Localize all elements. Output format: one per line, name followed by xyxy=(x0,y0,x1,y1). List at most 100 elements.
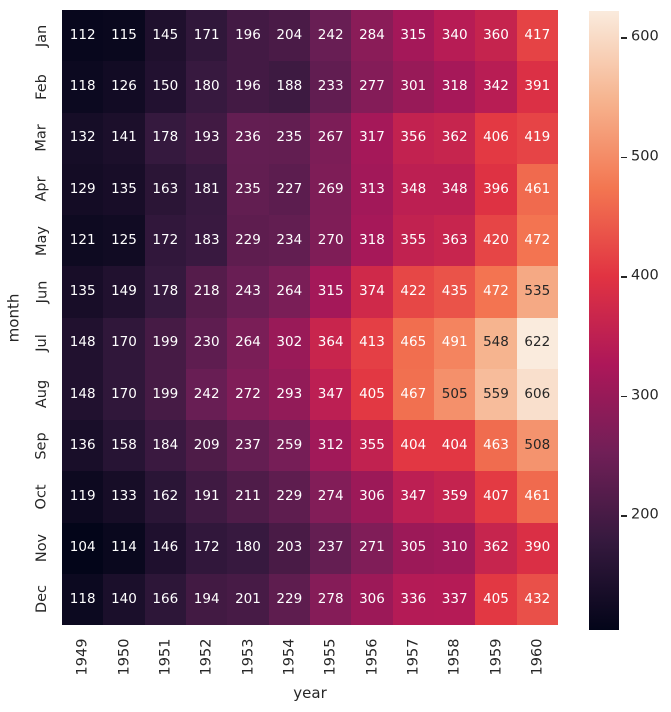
x-tick-label-text: 1953 xyxy=(239,638,256,676)
heatmap-cell: 391 xyxy=(516,61,558,113)
heatmap-cell: 264 xyxy=(268,266,310,318)
heatmap-cell: 227 xyxy=(268,163,310,215)
y-axis-label-text: month xyxy=(4,293,22,342)
x-tick-label: 1954 xyxy=(269,629,310,685)
heatmap-cell: 340 xyxy=(433,10,476,62)
heatmap-cell: 233 xyxy=(309,61,352,113)
heatmap-cell: 181 xyxy=(185,163,228,215)
x-tick-label-text: 1951 xyxy=(157,638,174,676)
colorbar-tick-mark xyxy=(621,276,627,278)
y-tick-label: Oct xyxy=(28,471,56,522)
colorbar-tick-mark xyxy=(621,156,627,159)
heatmap-cell: 363 xyxy=(433,215,476,267)
heatmap-cell: 112 xyxy=(62,10,104,62)
colorbar: 200 300 400 500 600 xyxy=(589,11,671,630)
heatmap-cell: 184 xyxy=(144,420,186,472)
heatmap-cell: 180 xyxy=(227,522,269,574)
heatmap-cell: 278 xyxy=(309,573,352,625)
heatmap-cell: 472 xyxy=(475,266,517,318)
heatmap-cell: 146 xyxy=(144,522,186,574)
heatmap-cell: 235 xyxy=(268,112,310,164)
x-tick-label: 1957 xyxy=(393,629,434,685)
heatmap-cell: 472 xyxy=(516,215,558,267)
heatmap-cell: 118 xyxy=(62,573,104,625)
x-tick-label: 1950 xyxy=(103,629,144,685)
y-tick-label: Feb xyxy=(28,61,56,112)
x-tick-label: 1955 xyxy=(310,629,351,685)
heatmap-cell: 315 xyxy=(309,266,352,318)
heatmap-cell: 407 xyxy=(475,471,517,523)
heatmap-cell: 135 xyxy=(62,266,104,318)
colorbar-tick-label: 400 xyxy=(631,267,659,284)
heatmap-cell: 317 xyxy=(351,112,393,164)
heatmap-cell: 115 xyxy=(103,10,145,62)
heatmap-cell: 234 xyxy=(268,215,310,267)
x-tick-label: 1949 xyxy=(62,629,103,685)
x-tick-label-text: 1954 xyxy=(281,638,298,676)
heatmap-cell: 306 xyxy=(351,471,393,523)
heatmap-cell: 404 xyxy=(392,420,434,472)
heatmap-cell: 465 xyxy=(392,317,434,369)
heatmap-cell: 141 xyxy=(103,112,145,164)
x-tick-label: 1956 xyxy=(351,629,392,685)
heatmap-cell: 204 xyxy=(268,10,310,62)
y-tick-label: Jul xyxy=(28,318,56,369)
y-tick-label-text: Nov xyxy=(34,533,50,563)
heatmap-cell: 467 xyxy=(392,368,434,420)
heatmap-cell: 129 xyxy=(62,163,104,215)
y-tick-label-text: Aug xyxy=(34,380,51,409)
heatmap-cell: 211 xyxy=(227,471,269,523)
y-tick-label-text: Feb xyxy=(34,74,50,100)
heatmap-cell: 163 xyxy=(144,163,186,215)
x-tick-label-text: 1957 xyxy=(405,638,422,676)
heatmap-cell: 259 xyxy=(268,420,310,472)
colorbar-tick-mark xyxy=(621,37,627,39)
heatmap-cell: 218 xyxy=(185,266,228,318)
heatmap-cell: 229 xyxy=(227,215,269,267)
heatmap-cell: 229 xyxy=(268,471,310,523)
heatmap-cell: 347 xyxy=(309,368,352,420)
heatmap-cell: 203 xyxy=(268,522,310,574)
heatmap-cell: 272 xyxy=(227,368,269,420)
heatmap-cell: 193 xyxy=(185,112,228,164)
heatmap-cell: 178 xyxy=(144,266,186,318)
heatmap-cell: 606 xyxy=(516,368,558,420)
heatmap-cell: 269 xyxy=(309,163,352,215)
heatmap-cell: 559 xyxy=(475,368,517,420)
heatmap-cell: 306 xyxy=(351,573,393,625)
x-tick-label-text: 1950 xyxy=(115,638,132,676)
heatmap-cell: 172 xyxy=(185,522,228,574)
heatmap-cell: 180 xyxy=(185,61,228,113)
x-axis-label-text: year xyxy=(293,684,327,702)
heatmap-cell: 104 xyxy=(62,522,104,574)
heatmap-cell: 191 xyxy=(185,471,228,523)
heatmap-grid: 112 115 145 171 196 204 242 284 315 340 360 417 118 1… xyxy=(62,10,558,625)
heatmap-cell: 125 xyxy=(103,215,145,267)
heatmap-cell: 420 xyxy=(475,215,517,267)
x-tick-label-text: 1960 xyxy=(529,638,546,676)
heatmap-cell: 114 xyxy=(103,522,145,574)
heatmap-cell: 149 xyxy=(103,266,145,318)
heatmap-cell: 136 xyxy=(62,420,104,472)
heatmap-cell: 355 xyxy=(351,420,393,472)
heatmap-cell: 355 xyxy=(392,215,434,267)
y-tick-label-text: Mar xyxy=(33,124,50,152)
heatmap-cell: 305 xyxy=(392,522,434,574)
colorbar-tick-mark xyxy=(621,515,627,517)
heatmap-cell: 505 xyxy=(433,368,476,420)
x-tick-label-text: 1958 xyxy=(446,638,463,676)
x-tick-label-text: 1956 xyxy=(363,638,380,676)
heatmap-cell: 271 xyxy=(351,522,393,574)
heatmap-cell: 133 xyxy=(103,471,145,523)
heatmap-cell: 118 xyxy=(62,61,104,113)
heatmap-cell: 158 xyxy=(103,420,145,472)
heatmap-cell: 337 xyxy=(433,573,476,625)
heatmap-cell: 356 xyxy=(392,112,434,164)
y-tick-label-text: Oct xyxy=(33,484,50,510)
heatmap-cell: 235 xyxy=(227,163,269,215)
heatmap-cell: 196 xyxy=(227,10,269,62)
y-tick-label-text: Jun xyxy=(34,280,50,304)
heatmap-cell: 171 xyxy=(185,10,228,62)
heatmap-cell: 347 xyxy=(392,471,434,523)
